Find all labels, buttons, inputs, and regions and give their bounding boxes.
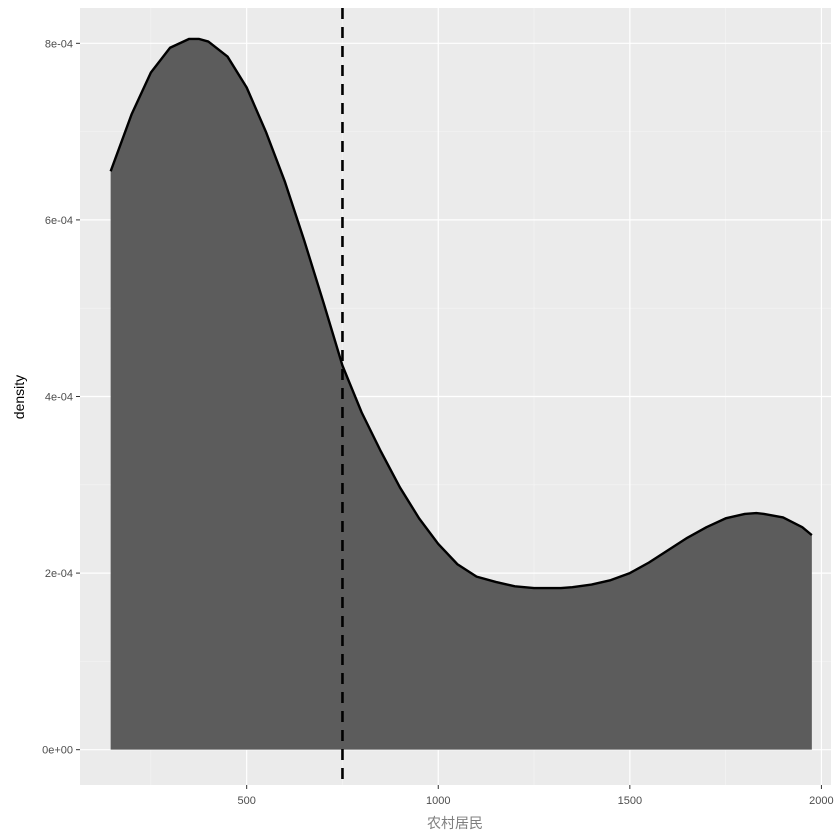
x-axis: 500 1000 1500 2000 <box>237 785 834 807</box>
density-series <box>109 37 813 750</box>
y-axis: 0e+00 2e-04 4e-04 6e-04 8e-04 <box>42 38 80 757</box>
y-tick-label: 6e-04 <box>45 215 73 227</box>
y-tick-label: 0e+00 <box>42 745 73 757</box>
y-tick-label: 8e-04 <box>45 38 73 50</box>
density-curve <box>109 37 813 590</box>
x-axis-title: 农村居民 <box>427 816 483 832</box>
x-tick-label: 1000 <box>426 795 450 807</box>
y-axis-title: density <box>11 375 27 419</box>
x-tick-label: 500 <box>237 795 255 807</box>
y-tick-label: 2e-04 <box>45 568 73 580</box>
x-tick-label: 1500 <box>618 795 642 807</box>
y-tick-label: 4e-04 <box>45 392 73 404</box>
x-tick-label: 2000 <box>809 795 833 807</box>
density-area <box>110 38 812 750</box>
